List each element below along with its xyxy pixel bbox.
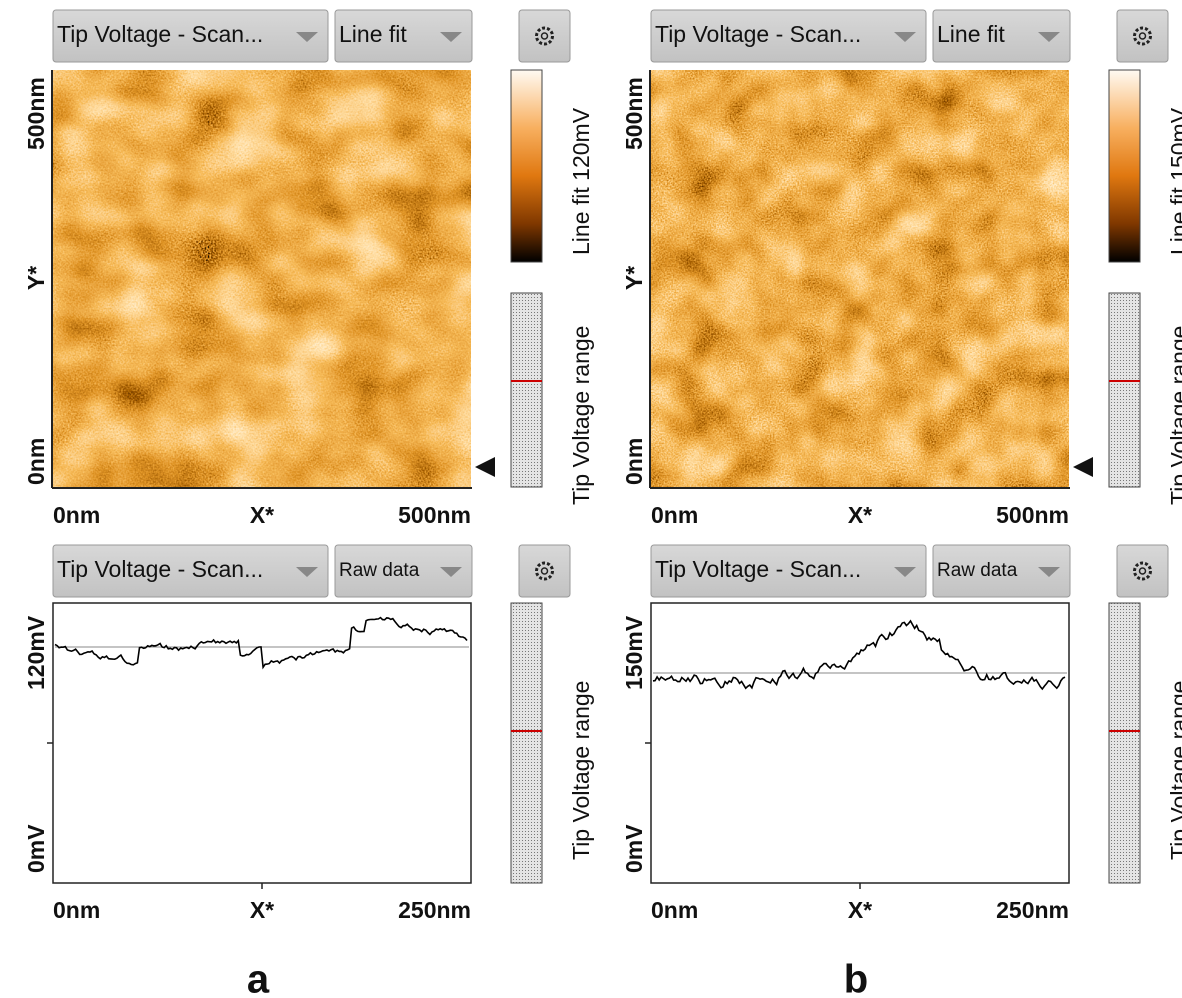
y-axis-label: 0nm [621, 438, 647, 485]
settings-box [1116, 544, 1169, 598]
colorbar [1108, 69, 1141, 263]
dropdown-box [932, 9, 1071, 63]
range-bar [1108, 602, 1141, 884]
y-axis-label: 150mV [621, 615, 647, 690]
range-bar [1108, 292, 1141, 488]
x-axis-label: X* [848, 502, 872, 528]
profile-trace [652, 619, 1066, 691]
afm-image [651, 70, 1069, 487]
gear-hub [1138, 567, 1147, 575]
y-axis-label: 0nm [23, 438, 49, 485]
dropdown[interactable]: Line fit [334, 9, 473, 63]
x-axis-label: 0nm [53, 897, 100, 923]
dropdown-arrow [1038, 567, 1060, 577]
dropdown[interactable]: Tip Voltage - Scan... [52, 9, 329, 63]
panel-letter: a [247, 958, 270, 998]
dropdown-box [334, 9, 473, 63]
dropdown-label: Raw data [937, 560, 1018, 581]
range-label: Tip Voltage range [1166, 681, 1182, 860]
x-axis-label: 500nm [398, 502, 471, 528]
dropdown-arrow [894, 32, 916, 42]
dropdown[interactable]: Raw data [334, 544, 473, 598]
gear-hub [1138, 32, 1147, 40]
panel: Tip Voltage - Scan... Line fit500nmY*0nm0… [621, 9, 1182, 998]
y-axis-label: Y* [23, 266, 49, 290]
y-axis-label: Y* [621, 266, 647, 290]
settings-box [518, 544, 571, 598]
colorbar [510, 69, 543, 263]
dropdown-box [932, 544, 1071, 598]
dropdown-arrow [894, 567, 916, 577]
x-axis-label: 500nm [996, 502, 1069, 528]
dropdown-box [334, 544, 473, 598]
settings-box [1116, 9, 1169, 63]
gear-icon [1133, 26, 1152, 46]
range-label: Tip Voltage range [568, 681, 594, 860]
dropdown[interactable]: Raw data [932, 544, 1071, 598]
range-label: Tip Voltage range [1166, 326, 1182, 505]
range-bar [510, 602, 543, 884]
scan-line-marker [475, 457, 495, 477]
panel-letter: b [844, 958, 868, 998]
y-axis-label: 0mV [621, 824, 647, 873]
profile-plot [52, 602, 472, 884]
dropdown-label: Tip Voltage - Scan... [57, 556, 263, 582]
x-axis-label: X* [848, 897, 872, 923]
x-axis-label: X* [250, 502, 274, 528]
scan-line-marker [1073, 457, 1093, 477]
dropdown-box [650, 544, 927, 598]
panel: Tip Voltage - Scan... Line fit500nmY*0nm0… [23, 9, 594, 998]
dropdown-arrow [296, 567, 318, 577]
dropdown-arrow [296, 32, 318, 42]
dropdown-label: Tip Voltage - Scan... [655, 556, 861, 582]
gear-icon [1133, 561, 1152, 581]
settings-button[interactable] [518, 544, 571, 598]
profile-plot [650, 602, 1070, 884]
dropdown-box [52, 544, 329, 598]
colorbar-label: Line fit 150mV [1166, 107, 1182, 255]
dropdown-label: Tip Voltage - Scan... [655, 21, 861, 47]
colorbar-label: Line fit 120mV [568, 107, 594, 255]
gear-icon [535, 26, 554, 46]
x-axis-label: 0nm [53, 502, 100, 528]
dropdown-box [650, 9, 927, 63]
range-bar [510, 292, 543, 488]
dropdown-label: Raw data [339, 560, 420, 581]
dropdown-arrow [440, 567, 462, 577]
afm-image [53, 70, 471, 487]
gear-icon [535, 561, 554, 581]
range-label: Tip Voltage range [568, 326, 594, 505]
y-axis-label: 500nm [23, 77, 49, 150]
dropdown-arrow [440, 32, 462, 42]
y-axis-label: 120mV [23, 615, 49, 690]
settings-button[interactable] [518, 9, 571, 63]
settings-box [518, 9, 571, 63]
y-axis-label: 500nm [621, 77, 647, 150]
y-axis-label: 0mV [23, 824, 49, 873]
dropdown-arrow [1038, 32, 1060, 42]
dropdown[interactable]: Tip Voltage - Scan... [650, 544, 927, 598]
gear-hub [540, 567, 549, 575]
gear-hub [540, 32, 549, 40]
settings-button[interactable] [1116, 9, 1169, 63]
dropdown[interactable]: Line fit [932, 9, 1071, 63]
x-axis-label: 0nm [651, 502, 698, 528]
dropdown-box [52, 9, 329, 63]
x-axis-label: 0nm [651, 897, 698, 923]
dropdown-label: Tip Voltage - Scan... [57, 21, 263, 47]
x-axis-label: X* [250, 897, 274, 923]
x-axis-label: 250nm [398, 897, 471, 923]
settings-button[interactable] [1116, 544, 1169, 598]
x-axis-label: 250nm [996, 897, 1069, 923]
dropdown[interactable]: Tip Voltage - Scan... [650, 9, 927, 63]
dropdown-label: Line fit [339, 21, 407, 47]
profile-trace [54, 616, 468, 670]
dropdown-label: Line fit [937, 21, 1005, 47]
dropdown[interactable]: Tip Voltage - Scan... [52, 544, 329, 598]
